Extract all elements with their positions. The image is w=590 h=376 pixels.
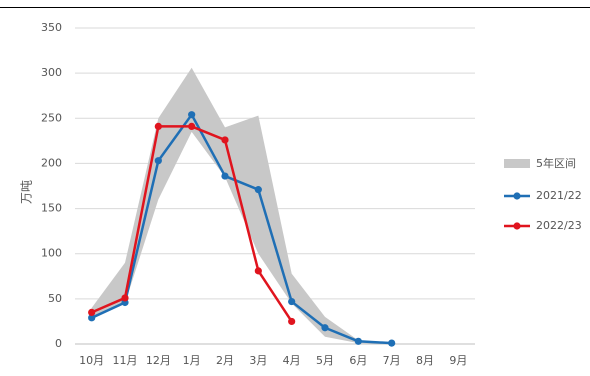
- data-point: [388, 339, 396, 347]
- y-tick-label: 200: [41, 156, 62, 169]
- legend-swatch-marker: [513, 192, 521, 200]
- x-tick-label: 4月: [283, 354, 301, 367]
- series-lines: [88, 111, 396, 347]
- x-tick-label: 12月: [146, 354, 171, 367]
- top-border-line: [0, 7, 590, 8]
- legend: 5年区间 2021/22 2022/23: [504, 156, 582, 232]
- x-tick-label: 7月: [383, 354, 401, 367]
- legend-swatch-marker: [513, 222, 521, 230]
- x-tick-label: 9月: [449, 354, 467, 367]
- x-tick-labels: 10月 11月 12月 1月 2月 3月 4月 5月 6月 7月 8月 9月: [79, 354, 467, 367]
- y-tick-label: 300: [41, 66, 62, 79]
- x-tick-label: 11月: [113, 354, 138, 367]
- data-point: [154, 122, 162, 131]
- x-tick-label: 2月: [216, 354, 234, 367]
- data-point: [221, 136, 229, 144]
- data-point: [288, 297, 296, 306]
- data-point: [321, 324, 329, 332]
- x-tick-label: 1月: [183, 354, 201, 367]
- series-line: [91, 113, 392, 345]
- x-tick-label: 3月: [249, 354, 267, 367]
- x-tick-label: 10月: [79, 354, 104, 367]
- data-point: [154, 157, 162, 165]
- data-point: [354, 337, 362, 345]
- data-point: [88, 314, 96, 322]
- legend-label: 5年区间: [536, 156, 576, 170]
- legend-swatch-band: [504, 159, 530, 168]
- data-point: [188, 122, 196, 131]
- gridlines: [75, 27, 475, 345]
- x-tick-label: 6月: [349, 354, 367, 367]
- x-tick-label: 8月: [416, 354, 434, 367]
- x-tick-label: 5月: [316, 354, 334, 367]
- legend-label: 2021/22: [536, 189, 582, 202]
- data-point: [221, 172, 229, 180]
- data-point: [254, 267, 262, 275]
- data-point: [288, 317, 296, 326]
- legend-label: 2022/23: [536, 219, 582, 232]
- data-point: [121, 294, 129, 302]
- y-tick-label: 250: [41, 111, 62, 124]
- y-tick-label: 350: [41, 21, 62, 34]
- y-tick-labels: 0 50 100 150 200 250 300 350: [41, 21, 62, 350]
- y-tick-label: 150: [41, 202, 62, 215]
- y-tick-label: 50: [48, 292, 62, 305]
- data-point: [188, 111, 196, 119]
- y-tick-label: 0: [55, 337, 62, 350]
- y-axis-label: 万吨: [20, 180, 34, 204]
- y-tick-label: 100: [41, 247, 62, 260]
- data-point: [88, 308, 96, 316]
- data-point: [254, 186, 262, 194]
